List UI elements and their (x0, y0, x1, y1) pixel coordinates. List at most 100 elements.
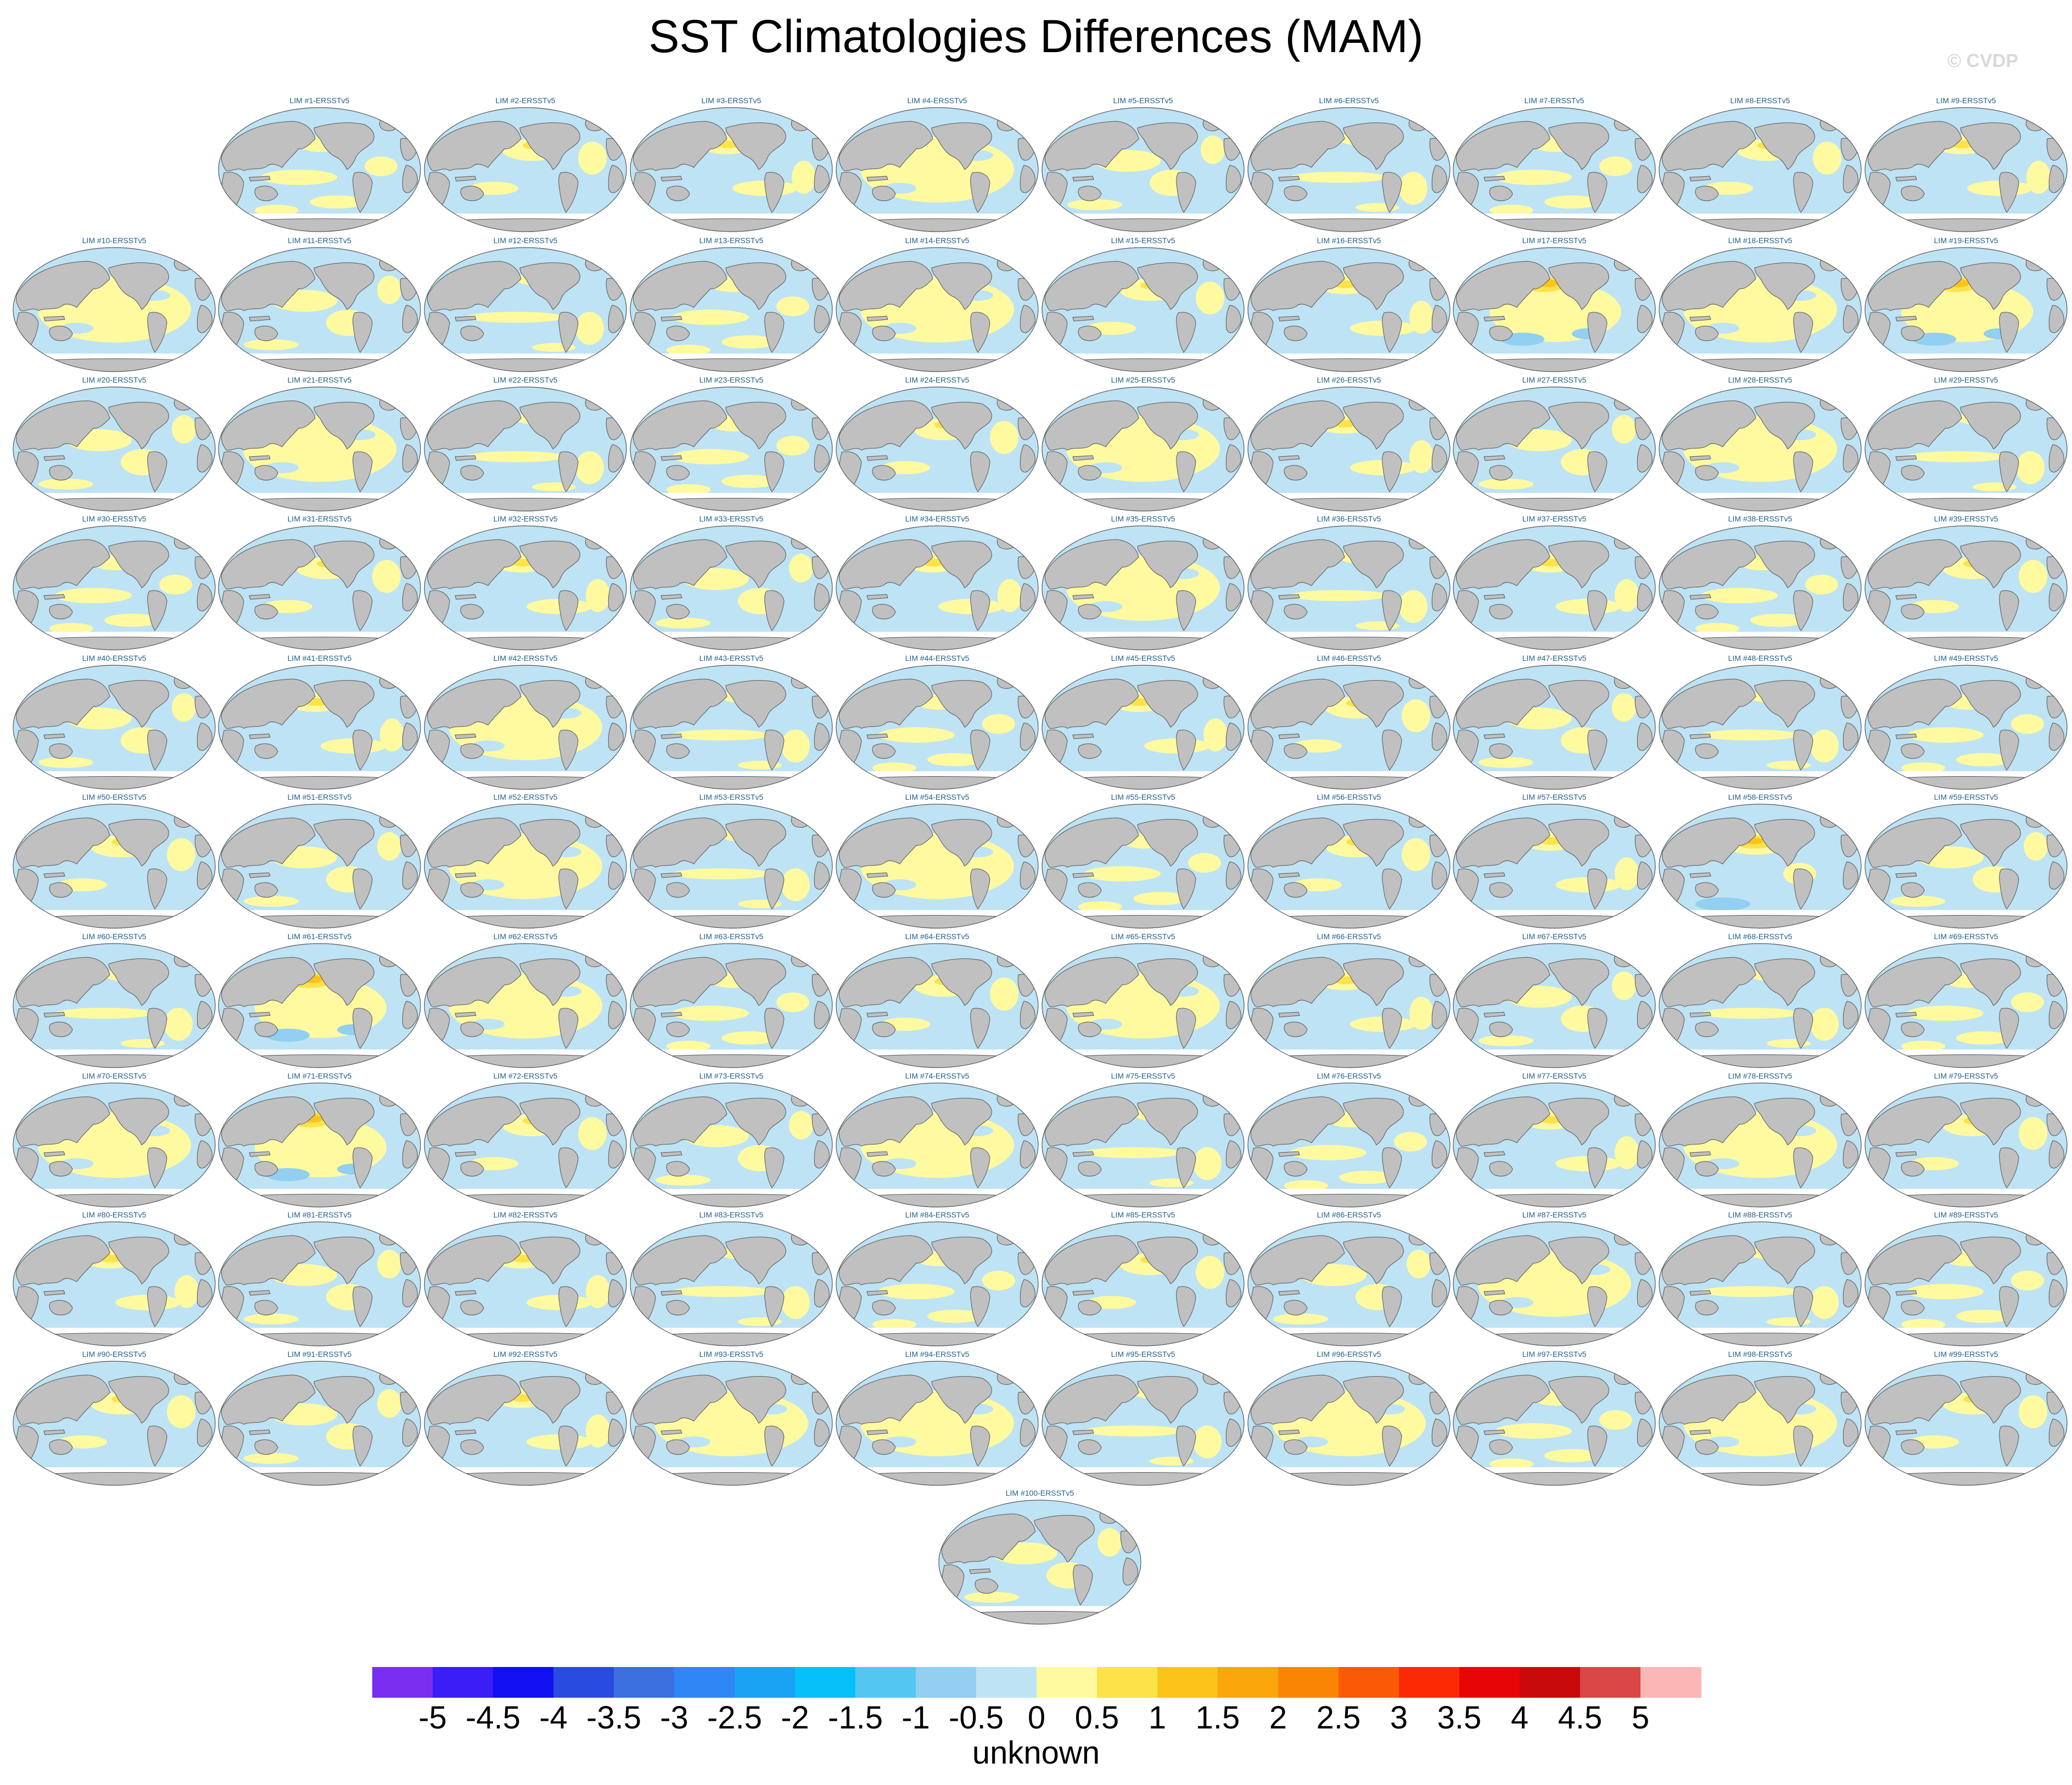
land-mass (1456, 957, 1550, 1007)
anomaly-region (244, 339, 299, 350)
land-mass (1999, 451, 2019, 492)
land-mass (1637, 1279, 1653, 1307)
anomaly-region (1201, 136, 1225, 164)
map-panel: LIM #53-ERSSTv5 (628, 793, 835, 930)
map-border (1453, 107, 1656, 232)
colorbar-tick-label: 4.5 (1558, 1700, 1603, 1736)
anomaly-region (1290, 172, 1388, 183)
land-mass (2048, 722, 2064, 751)
land-mass (313, 122, 374, 170)
land-mass (1843, 1279, 1858, 1307)
sea-ice-band (836, 493, 1038, 499)
anomaly-region (1695, 897, 1750, 911)
map-panel: LIM #32-ERSSTv5 (422, 514, 629, 652)
land-mass (1020, 165, 1035, 193)
sea-ice-band (1042, 1467, 1244, 1474)
anomaly-region (1394, 1132, 1427, 1152)
sea-ice-band (1865, 1328, 2067, 1334)
map-panel: LIM #89-ERSSTv5 (1863, 1210, 2069, 1348)
land-mass (1382, 1147, 1402, 1188)
map-panel: LIM #62-ERSSTv5 (422, 932, 629, 1069)
land-mass (975, 1578, 999, 1594)
map-border (1041, 804, 1245, 929)
land-mass (1587, 590, 1608, 631)
land-mass (519, 262, 580, 310)
colorbar-tick-label: 2.5 (1316, 1700, 1361, 1736)
sst-difference-map (836, 1082, 1039, 1208)
sea-ice-band (1865, 493, 2067, 499)
sst-difference-map (1453, 386, 1656, 512)
land-mass (43, 872, 65, 878)
sea-ice-band (1248, 632, 1450, 638)
panel-title: LIM #34-ERSSTv5 (905, 514, 970, 523)
land-mass (249, 733, 271, 739)
land-mass (249, 1429, 271, 1435)
land-mass (519, 122, 580, 170)
map-border (1864, 386, 2068, 512)
sea-ice-band (219, 771, 421, 778)
panel-title: LIM #43-ERSSTv5 (699, 654, 764, 663)
land-mass (970, 729, 990, 771)
map-border (1659, 943, 1862, 1068)
sst-difference-map (218, 665, 421, 790)
land-mass (1045, 1235, 1139, 1286)
map-border (13, 1082, 216, 1208)
panel-title: LIM #44-ERSSTv5 (905, 654, 970, 663)
colorbar-units-label: unknown (972, 1735, 1100, 1771)
colorbar-tick-label: -1 (901, 1700, 930, 1736)
land-mass (558, 868, 579, 910)
land-mass (147, 590, 167, 631)
sea-ice-band (13, 1189, 215, 1195)
sea-ice-band (1865, 910, 2067, 917)
anomaly-region (1203, 719, 1228, 751)
sea-ice-band (1042, 353, 1244, 360)
land-mass (1960, 541, 2021, 588)
land-mass (1343, 122, 1404, 170)
map-panel: LIM #28-ERSSTv5 (1657, 375, 1863, 513)
map-panel: LIM #17-ERSSTv5 (1451, 236, 1657, 373)
map-panel: LIM #1-ERSSTv5 (216, 96, 423, 233)
land-mass (1072, 1290, 1094, 1296)
land-mass (1695, 743, 1719, 759)
land-mass (249, 1151, 271, 1157)
land-mass (872, 1300, 896, 1316)
land-mass (608, 165, 624, 193)
land-mass (970, 451, 990, 492)
land-mass (1045, 261, 1139, 311)
anomaly-region (1544, 1449, 1599, 1462)
sea-ice-band (836, 910, 1038, 917)
land-mass (725, 262, 786, 310)
land-mass (931, 958, 992, 1006)
land-mass (1960, 958, 2021, 1006)
land-mass (839, 678, 933, 729)
land-mass (1754, 819, 1815, 867)
land-mass (249, 455, 271, 461)
map-panel: LIM #88-ERSSTv5 (1657, 1210, 1863, 1348)
map-panel: LIM #85-ERSSTv5 (1040, 1210, 1246, 1348)
sst-difference-map (1864, 386, 2068, 512)
land-mass (402, 722, 418, 751)
land-mass (43, 594, 65, 600)
land-mass (254, 604, 278, 620)
land-mass (455, 1151, 477, 1157)
anomaly-region (1901, 762, 1945, 773)
anomaly-region (1907, 727, 1984, 743)
map-border (218, 386, 421, 512)
land-mass (402, 1279, 418, 1307)
land-mass (558, 1008, 579, 1049)
panel-title: LIM #1-ERSSTv5 (289, 96, 350, 105)
sst-difference-map (836, 247, 1039, 372)
map-panel: LIM #16-ERSSTv5 (1246, 236, 1452, 373)
map-border (630, 1082, 833, 1208)
land-mass (427, 1374, 522, 1425)
land-mass (1045, 400, 1139, 451)
anomaly-region (1612, 972, 1636, 1000)
land-mass (1225, 444, 1241, 473)
anomaly-region (2026, 161, 2051, 194)
sst-difference-map (836, 1221, 1039, 1346)
anomaly-region (2011, 714, 2044, 734)
land-mass (608, 1140, 624, 1169)
sst-difference-map (1659, 1082, 1862, 1208)
land-mass (633, 1235, 727, 1286)
land-mass (460, 743, 484, 759)
